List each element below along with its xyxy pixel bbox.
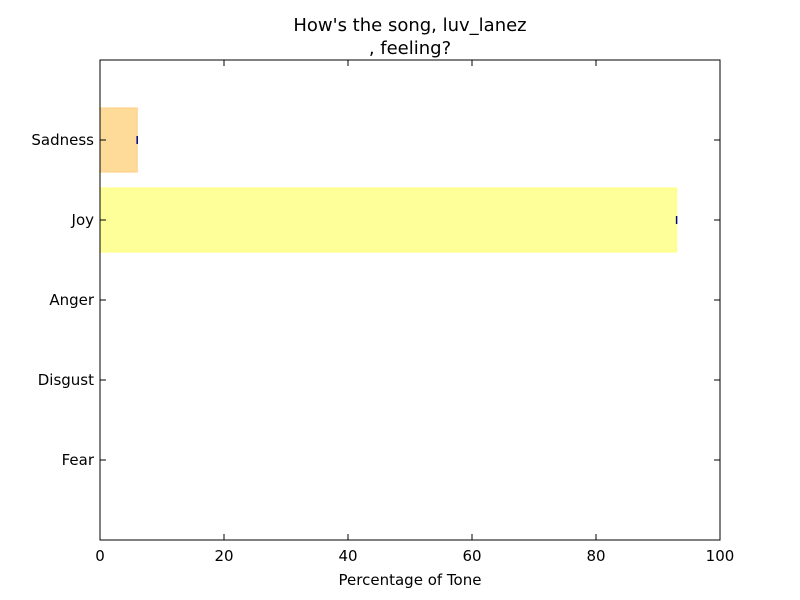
y-tick-label-disgust: Disgust <box>38 371 94 389</box>
bar-joy <box>99 187 678 253</box>
bars-group <box>99 107 678 253</box>
x-axis-label: Percentage of Tone <box>339 571 482 589</box>
y-tick-label-joy: Joy <box>71 211 95 229</box>
x-tick-label-2: 40 <box>338 547 357 565</box>
x-tick-label-3: 60 <box>462 547 481 565</box>
x-tick-label-1: 20 <box>214 547 233 565</box>
x-tick-label-4: 80 <box>586 547 605 565</box>
y-tick-label-anger: Anger <box>49 291 95 309</box>
y-tick-label-fear: Fear <box>62 451 95 469</box>
y-tick-label-sadness: Sadness <box>31 131 94 149</box>
chart-title-line-2: , feeling? <box>369 38 451 59</box>
ticks-group: Fear Disgust Anger Joy Sadness 0 20 40 60 80 100 <box>31 60 734 565</box>
plot-frame <box>99 59 721 541</box>
x-tick-label-0: 0 <box>95 547 105 565</box>
chart-title-line-1: How's the song, luv_lanez <box>293 15 526 36</box>
x-tick-label-5: 100 <box>706 547 735 565</box>
